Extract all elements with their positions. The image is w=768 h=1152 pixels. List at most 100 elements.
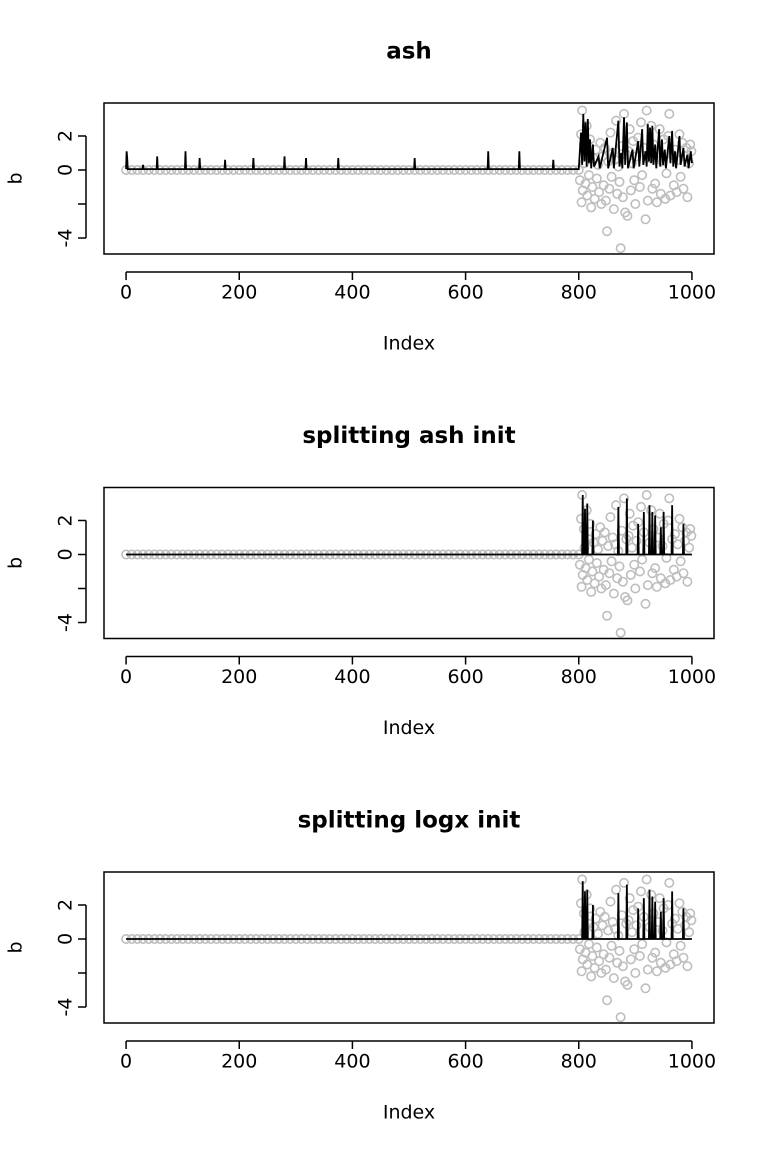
data-point (594, 571, 605, 582)
data-point (604, 568, 615, 579)
data-line (126, 881, 692, 940)
data-point (641, 105, 652, 116)
x-axis-label: Index (383, 1102, 435, 1124)
data-point (684, 542, 695, 553)
x-tick-label: 400 (334, 1051, 370, 1073)
x-tick-label: 200 (221, 666, 257, 688)
y-tick-label: 2 (55, 899, 77, 911)
y-axis-label: b (5, 172, 27, 184)
x-axis-label: Index (383, 333, 435, 355)
data-point (602, 226, 613, 237)
data-point (637, 939, 648, 950)
x-tick-label: 800 (561, 1051, 597, 1073)
data-point (619, 493, 630, 504)
x-tick-label: 1000 (668, 1051, 716, 1073)
data-point (675, 556, 686, 567)
x-tick-label: 400 (334, 666, 370, 688)
panel: ash Index b 0 200 400 600 800 1000 -4 0 2 (5, 39, 717, 355)
data-point (622, 210, 633, 221)
data-point (589, 962, 600, 973)
data-point (641, 874, 652, 885)
data-point (591, 173, 602, 184)
panel: splitting logx init Index b 0 200 400 600 800 10… (5, 808, 717, 1124)
data-point (591, 942, 602, 953)
data-point (654, 508, 665, 519)
data-point (614, 945, 625, 956)
data-point (664, 108, 675, 119)
data-point (631, 920, 642, 931)
data-point (590, 913, 601, 924)
y-tick-label: -4 (55, 613, 77, 632)
data-point (682, 576, 693, 587)
data-point (608, 973, 619, 984)
data-point (647, 568, 658, 579)
data-point (651, 581, 662, 592)
data-point (614, 176, 625, 187)
y-tick-label: 0 (55, 164, 77, 176)
data-point (646, 889, 657, 900)
data-point (600, 580, 611, 591)
data-point (590, 529, 601, 540)
data-point (605, 127, 616, 138)
data-point (640, 214, 651, 225)
data-point (652, 532, 663, 543)
x-tick-label: 0 (120, 1051, 132, 1073)
data-point (615, 243, 626, 254)
data-point (634, 182, 645, 193)
data-point (589, 193, 600, 204)
data-point (617, 576, 628, 587)
data-point (606, 556, 617, 567)
y-axis-label: b (5, 557, 27, 569)
data-point (614, 561, 625, 572)
data-point (595, 137, 606, 148)
data-point (642, 580, 653, 591)
data-point (586, 202, 597, 213)
y-tick-label: -4 (55, 229, 77, 248)
y-tick-label: 0 (55, 933, 77, 945)
data-point (576, 581, 587, 592)
data-point (685, 908, 696, 919)
chart-title: splitting ash init (302, 423, 515, 449)
data-point (654, 893, 665, 904)
plot-frame (103, 102, 715, 255)
data-point (624, 893, 635, 904)
data-point (641, 489, 652, 500)
x-tick-label: 800 (561, 666, 597, 688)
data-point (576, 966, 587, 977)
data-point (625, 185, 636, 196)
data-point (617, 961, 628, 972)
x-tick-label: 1000 (668, 666, 716, 688)
x-tick-label: 1000 (668, 282, 716, 304)
data-point (625, 954, 636, 965)
plot-frame (103, 871, 715, 1024)
data-point (599, 527, 610, 538)
data-point (605, 512, 616, 523)
x-axis-label: Index (383, 717, 435, 739)
data-point (576, 197, 587, 208)
data-point (622, 595, 633, 606)
y-axis-label: b (5, 941, 27, 953)
data-point (642, 964, 653, 975)
data-point (606, 171, 617, 182)
data-point (629, 175, 640, 186)
x-tick-label: 200 (221, 1051, 257, 1073)
data-point (686, 915, 697, 926)
data-point (636, 117, 647, 128)
data-point (650, 947, 661, 958)
data-point (625, 569, 636, 580)
y-tick-label: 2 (55, 514, 77, 526)
x-tick-label: 0 (120, 282, 132, 304)
data-point (674, 513, 685, 524)
data-point (586, 971, 597, 982)
data-point (602, 610, 613, 621)
data-point (615, 627, 626, 638)
data-point (655, 957, 666, 968)
data-point (608, 588, 619, 599)
data-point (630, 968, 641, 979)
data-point (611, 884, 622, 895)
data-point (646, 505, 657, 516)
data-point (636, 501, 647, 512)
data-point (642, 195, 653, 206)
data-point (600, 964, 611, 975)
